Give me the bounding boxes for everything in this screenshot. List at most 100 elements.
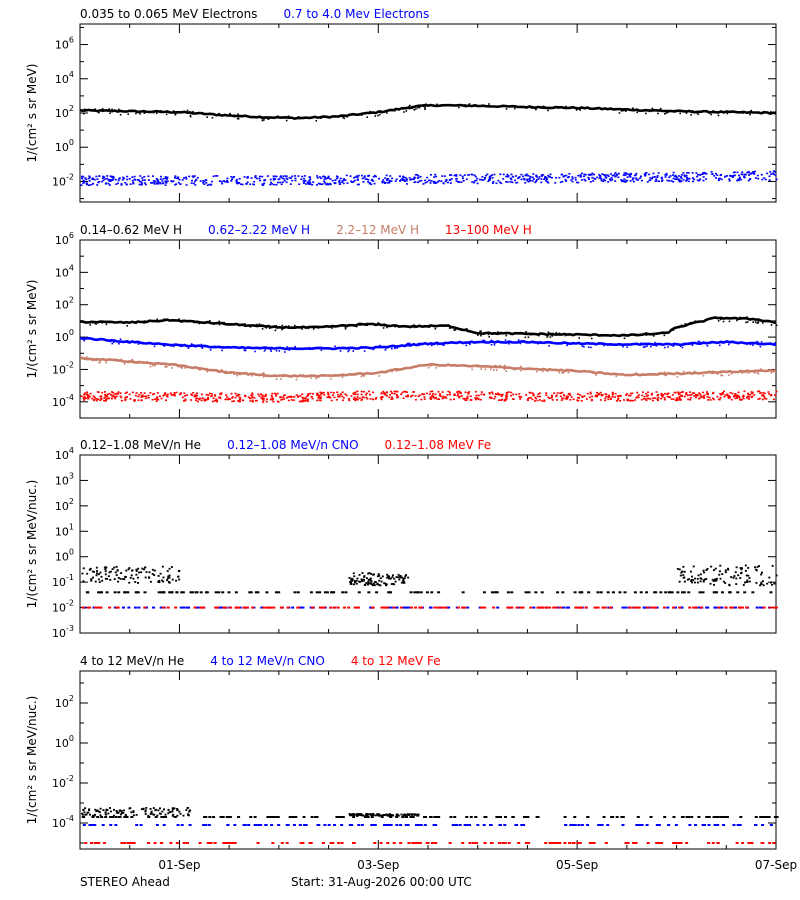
data-point <box>761 398 764 401</box>
data-point <box>101 579 104 582</box>
data-point <box>105 808 108 811</box>
data-point <box>109 112 111 115</box>
data-point <box>137 360 140 363</box>
data-point <box>128 581 131 584</box>
data-point <box>495 591 499 594</box>
data-point <box>646 345 648 348</box>
data-point <box>365 178 368 181</box>
data-point <box>769 369 772 371</box>
data-point <box>391 398 394 400</box>
data-point <box>674 178 677 181</box>
data-point <box>569 394 572 396</box>
data-point <box>664 174 667 176</box>
data-point <box>455 175 458 177</box>
data-point <box>376 813 379 816</box>
data-point <box>365 582 368 584</box>
data-point <box>756 322 758 324</box>
data-point <box>560 392 563 394</box>
data-point <box>558 176 561 179</box>
data-point <box>393 390 396 393</box>
data-point <box>413 591 417 594</box>
data-point <box>699 178 702 180</box>
data-point <box>768 175 771 178</box>
data-point <box>538 399 541 401</box>
data-point <box>648 173 651 176</box>
data-point <box>423 396 426 398</box>
data-point <box>680 324 683 327</box>
data-point <box>172 180 175 183</box>
data-point <box>378 113 381 116</box>
data-point <box>429 182 432 184</box>
data-point <box>536 395 539 398</box>
data-point <box>699 577 702 580</box>
data-point <box>752 171 755 173</box>
data-point <box>398 175 401 178</box>
data-point <box>163 345 166 347</box>
data-point <box>192 176 195 178</box>
data-point <box>490 343 493 346</box>
data-point <box>656 176 659 179</box>
data-point <box>199 591 203 594</box>
data-point <box>145 571 148 573</box>
data-point <box>713 606 717 609</box>
data-point <box>458 106 460 109</box>
data-point <box>732 395 735 398</box>
data-point <box>609 398 612 400</box>
data-point <box>308 346 311 349</box>
data-point <box>587 178 590 181</box>
data-point <box>267 118 270 120</box>
data-point <box>214 395 217 397</box>
data-point <box>203 183 206 185</box>
data-point <box>123 578 126 581</box>
data-point <box>493 591 497 594</box>
data-point <box>317 824 321 826</box>
data-point <box>303 397 306 400</box>
data-point <box>703 394 706 397</box>
data-point <box>453 394 456 396</box>
data-point <box>272 177 275 180</box>
series-4-to-12-mev-fe <box>84 842 776 844</box>
data-point <box>117 811 120 814</box>
data-point <box>710 370 712 373</box>
data-point <box>735 317 738 319</box>
data-point <box>644 346 646 348</box>
data-point <box>95 398 98 400</box>
data-point <box>242 824 246 826</box>
data-point <box>426 842 430 844</box>
data-point <box>471 842 475 844</box>
data-point <box>583 395 586 397</box>
data-point <box>678 606 682 609</box>
data-point <box>353 813 356 816</box>
data-point <box>359 324 361 326</box>
data-point <box>391 576 394 579</box>
data-point <box>402 176 405 178</box>
data-point <box>407 576 410 579</box>
data-point <box>489 842 493 844</box>
data-point <box>680 571 683 574</box>
data-point <box>388 179 391 182</box>
data-point <box>685 393 688 396</box>
data-point <box>389 824 393 826</box>
data-point <box>81 572 84 575</box>
data-point <box>395 816 399 818</box>
data-point <box>496 816 500 818</box>
data-point <box>691 392 694 394</box>
data-point <box>289 396 292 398</box>
data-point <box>126 324 128 327</box>
data-point <box>717 114 720 117</box>
data-point <box>576 181 579 184</box>
data-point <box>623 337 626 340</box>
data-point <box>767 391 770 393</box>
data-point <box>461 842 465 844</box>
data-point <box>154 342 156 345</box>
data-point <box>184 399 187 402</box>
data-point <box>82 824 86 826</box>
data-point <box>747 372 750 374</box>
data-point <box>629 173 632 176</box>
data-point <box>442 182 445 184</box>
data-point <box>104 813 107 816</box>
data-point <box>88 180 91 182</box>
data-point <box>580 175 583 177</box>
data-point <box>579 176 582 178</box>
data-point <box>149 182 152 184</box>
